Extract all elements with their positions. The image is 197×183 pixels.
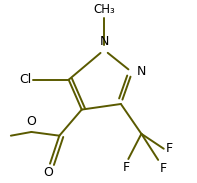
Text: N: N bbox=[99, 35, 109, 48]
Text: F: F bbox=[160, 162, 167, 175]
Text: CH₃: CH₃ bbox=[93, 3, 115, 16]
Text: F: F bbox=[123, 161, 130, 174]
Text: O: O bbox=[43, 167, 53, 180]
Text: N: N bbox=[137, 65, 146, 78]
Text: O: O bbox=[26, 115, 36, 128]
Text: Cl: Cl bbox=[19, 73, 31, 86]
Text: F: F bbox=[166, 142, 173, 155]
